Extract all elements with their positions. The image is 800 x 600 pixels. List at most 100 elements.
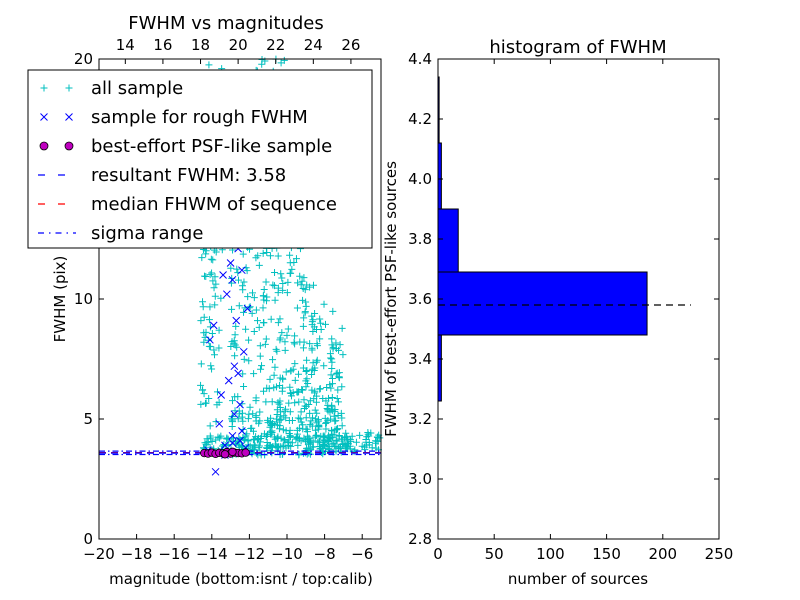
all-sample-point [308,371,316,379]
all-sample-point [210,284,218,292]
all-sample-point [297,437,305,445]
rough-sample-point [222,290,231,299]
all-sample-point [256,342,264,350]
all-sample-point [266,417,274,425]
all-sample-point [327,426,335,434]
all-sample-point [320,362,328,370]
all-sample-point [212,418,220,426]
all-sample-point [273,347,281,355]
all-sample-point [299,296,307,304]
all-sample-point [334,412,342,420]
all-sample-point [332,436,340,444]
all-sample-point [284,438,292,446]
all-sample-point [333,437,341,445]
all-sample-point [215,326,223,334]
all-sample-point [204,438,212,446]
all-sample-point [302,302,310,310]
all-sample-point [229,418,237,426]
all-sample-point [260,387,268,395]
all-sample-point [268,398,276,406]
legend-label: median FHWM of sequence [91,194,337,215]
rough-sample-point [228,431,237,440]
all-sample-point [234,269,242,277]
all-sample-point [312,426,320,434]
y-tick-label: 0 [83,530,93,548]
all-sample-point [268,428,276,436]
all-sample-point [239,286,247,294]
all-sample-point [276,403,284,411]
x-tick-label: 50 [485,545,504,563]
legend-label: sigma range [91,223,203,244]
rough-sample-point [215,419,224,428]
x-tick-label: −20 [83,545,115,563]
all-sample-point [336,341,344,349]
all-sample-point [272,440,280,448]
all-sample-point [278,329,286,337]
all-sample-point [306,397,314,405]
all-sample-point [257,365,265,373]
all-sample-point [212,248,220,256]
all-sample-point [307,417,315,425]
all-sample-point [263,445,271,453]
all-sample-point [246,403,254,411]
all-sample-point [240,436,248,444]
all-sample-point [211,351,219,359]
histogram-bar [437,271,648,336]
all-sample-point [328,394,336,402]
all-sample-point [299,322,307,330]
all-sample-point [250,435,258,443]
psf-sample-point [220,450,230,459]
all-sample-point [210,346,218,354]
legend-label: best-effort PSF-like sample [91,136,332,157]
all-sample-point [329,345,337,353]
all-sample-point [308,365,316,373]
x-tick-label: −12 [234,545,266,563]
all-sample-point [363,441,371,449]
all-sample-point [228,305,236,313]
y-tick-label: 4.2 [408,110,432,128]
all-sample-point [301,308,309,316]
all-sample-point [275,400,283,408]
all-sample-point [281,405,289,413]
top-x-tick-label: 20 [229,36,248,54]
all-sample-point [265,385,273,393]
rough-sample-point [238,266,246,275]
x-tick-label: 0 [433,545,443,563]
all-sample-point [208,437,216,445]
y-tick-label: 3.0 [408,470,432,488]
all-sample-point [281,346,289,354]
all-sample-point [287,269,295,277]
legend-circle-marker [64,141,74,151]
all-sample-point [259,304,267,312]
x-tick-label: 200 [648,545,677,563]
right-plot-xlabel: number of sources [508,570,648,588]
all-sample-point [279,279,287,287]
all-sample-point [231,341,239,349]
all-sample-point [269,356,277,364]
all-sample-point [212,436,220,444]
x-tick-label: −14 [196,545,228,563]
all-sample-point [306,421,314,429]
all-sample-point [213,401,221,409]
all-sample-point [319,394,327,402]
all-sample-point [313,342,321,350]
all-sample-point [197,400,205,408]
all-sample-point [252,254,260,262]
all-sample-point [256,417,264,425]
all-sample-point [338,414,346,422]
all-sample-point [291,340,299,348]
all-sample-point [208,329,216,337]
top-x-tick-label: 18 [191,36,210,54]
all-sample-point [230,339,238,347]
legend-label: sample for rough FWHM [91,107,308,128]
all-sample-point [239,417,247,425]
all-sample-point [252,397,260,405]
all-sample-point [309,281,317,289]
all-sample-point [299,344,307,352]
all-sample-point [309,359,317,367]
all-sample-point [206,422,214,430]
all-sample-point [207,255,215,263]
all-sample-point [248,309,256,317]
x-tick-label: 100 [536,545,565,563]
